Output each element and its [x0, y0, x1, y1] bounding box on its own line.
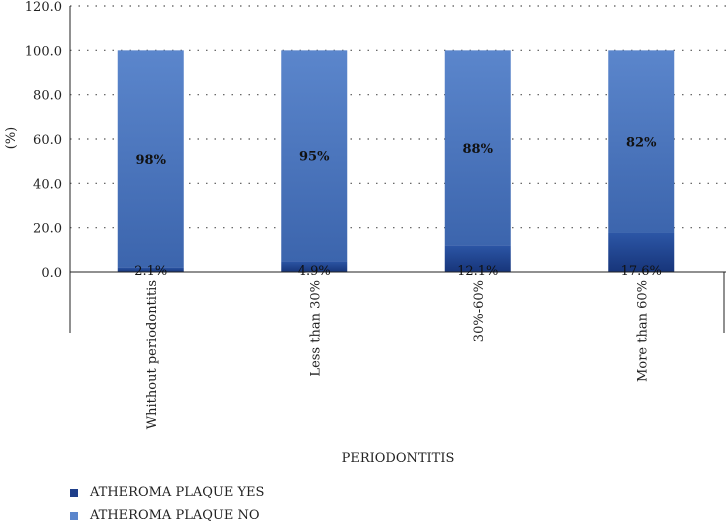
- x-tick-label: 30%-60%: [472, 280, 487, 342]
- bar-atheroma-no: [117, 50, 184, 268]
- legend-swatch-no: [70, 511, 78, 520]
- data-label-yes: 2.1%: [134, 264, 167, 279]
- x-axis-title: PERIODONTITIS: [342, 451, 455, 466]
- bar-atheroma-yes: [281, 261, 348, 272]
- bar-atheroma-yes: [117, 267, 184, 272]
- bar-atheroma-yes: [444, 245, 511, 272]
- legend-item-yes: ATHEROMA PLAQUE YES: [70, 485, 264, 500]
- legend-label-yes: ATHEROMA PLAQUE YES: [90, 485, 265, 500]
- bar-atheroma-no: [444, 50, 511, 246]
- y-axis-title: (%): [4, 127, 19, 150]
- legend-item-no: ATHEROMA PLAQUE NO: [70, 508, 260, 523]
- data-label-no: 82%: [626, 136, 657, 151]
- data-label-yes: 17.6%: [621, 264, 662, 279]
- bar-atheroma-no: [281, 50, 348, 262]
- x-tick-label: Less than 30%: [308, 280, 323, 377]
- data-label-yes: 4.9%: [298, 264, 331, 279]
- y-tick-label: 60.0: [33, 133, 62, 148]
- x-tick-label: More than 60%: [635, 280, 650, 382]
- data-label-yes: 12.1%: [457, 264, 498, 279]
- bar-atheroma-yes: [608, 232, 675, 272]
- y-tick-label: 100.0: [25, 44, 62, 59]
- data-label-no: 88%: [463, 142, 494, 157]
- data-label-no: 98%: [136, 153, 167, 168]
- legend-label-no: ATHEROMA PLAQUE NO: [90, 508, 260, 523]
- y-tick-label: 40.0: [33, 177, 62, 192]
- legend-swatch-yes: [70, 488, 78, 497]
- data-label-no: 95%: [299, 150, 330, 165]
- y-tick-label: 80.0: [33, 89, 62, 104]
- bar-atheroma-no: [608, 50, 675, 233]
- y-tick-label: 120.0: [25, 0, 62, 15]
- y-tick-label: 0.0: [41, 266, 62, 281]
- x-tick-label: Whithout periodontitis: [145, 280, 160, 429]
- y-tick-label: 20.0: [33, 222, 62, 237]
